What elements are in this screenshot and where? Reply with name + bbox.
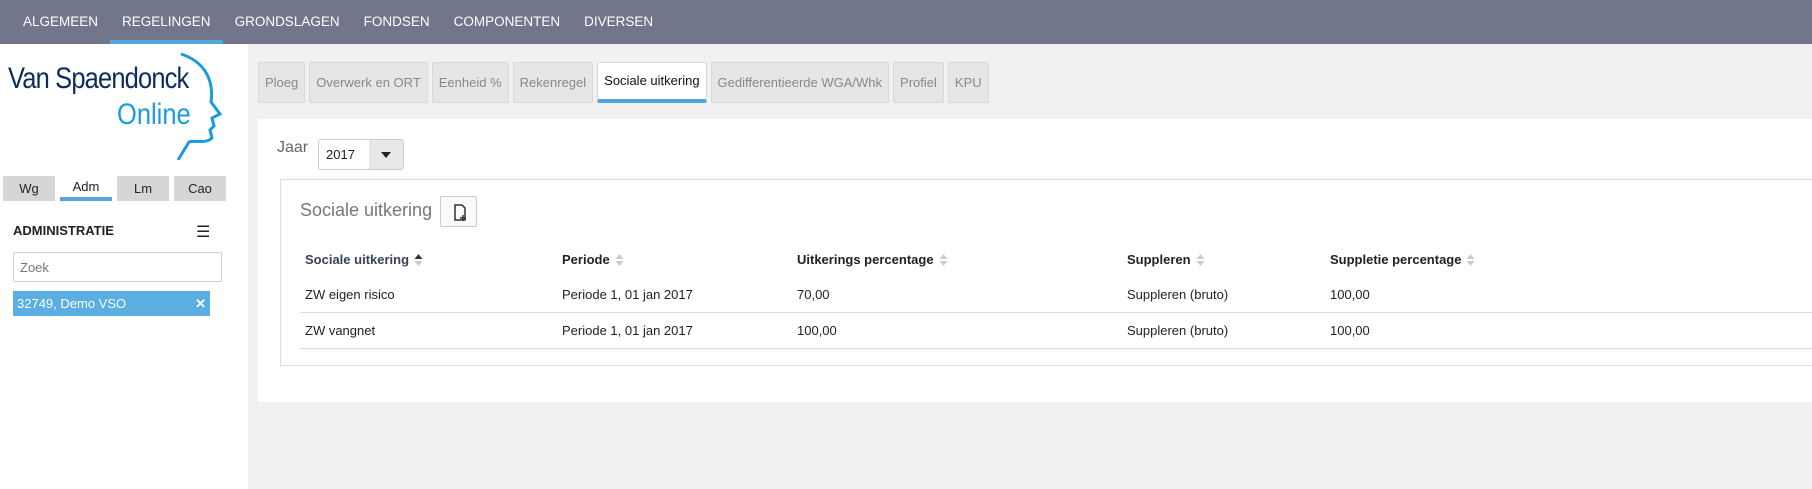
sidebar-tab-lm[interactable]: Lm bbox=[117, 176, 169, 201]
section-heading: Sociale uitkering bbox=[300, 200, 433, 220]
tab-rekenregel[interactable]: Rekenregel bbox=[512, 62, 594, 103]
sort-icon[interactable] bbox=[615, 253, 624, 267]
column-header[interactable]: Sociale uitkering bbox=[305, 243, 423, 277]
logo: Van Spaendonck Online bbox=[6, 52, 226, 160]
add-document-button[interactable] bbox=[440, 196, 477, 227]
section-title: ADMINISTRATIE bbox=[13, 223, 114, 238]
sort-icon[interactable] bbox=[1196, 253, 1205, 267]
data-table: Sociale uitkering Periode Uitkerings perce… bbox=[300, 243, 1812, 349]
column-header[interactable]: Uitkerings percentage bbox=[797, 243, 948, 277]
year-select[interactable]: 2017 bbox=[318, 139, 404, 170]
content-panel: Jaar 2017 Sociale uitkering Sociale uitk… bbox=[258, 119, 1812, 402]
sort-icon[interactable] bbox=[1466, 253, 1475, 267]
table-cell: 100,00 bbox=[797, 323, 837, 338]
sociale-uitkering-section: Sociale uitkering Sociale uitkering Perio… bbox=[280, 179, 1812, 366]
topnav-componenten[interactable]: COMPONENTEN bbox=[453, 14, 561, 29]
tab-kpu[interactable]: KPU bbox=[947, 62, 989, 103]
new-document-icon bbox=[454, 204, 466, 221]
sort-icon[interactable] bbox=[939, 253, 948, 267]
topnav-grondslagen[interactable]: GRONDSLAGEN bbox=[234, 14, 340, 29]
tab-eenheid[interactable]: Eenheid % bbox=[431, 62, 509, 103]
table-cell: ZW vangnet bbox=[305, 323, 376, 338]
table-row[interactable]: ZW eigen risico Periode 1, 01 jan 2017 70,… bbox=[300, 277, 1812, 313]
top-navigation: ALGEMEEN REGELINGEN GRONDSLAGEN FONDSEN … bbox=[0, 0, 1812, 44]
table-cell: 70,00 bbox=[797, 287, 830, 302]
topnav-regelingen[interactable]: REGELINGEN bbox=[110, 0, 223, 44]
table-cell: Suppleren (bruto) bbox=[1127, 323, 1229, 338]
sort-icon[interactable] bbox=[414, 253, 423, 267]
search-input[interactable] bbox=[13, 252, 222, 282]
sidebar-tab-adm[interactable]: Adm bbox=[60, 176, 112, 201]
topnav-fondsen[interactable]: FONDSEN bbox=[363, 14, 430, 29]
tab-sociale-uitkering[interactable]: Sociale uitkering bbox=[597, 62, 707, 103]
tab-bar: Ploeg Overwerk en ORT Eenheid % Rekenreg… bbox=[258, 62, 989, 103]
column-header[interactable]: Periode bbox=[562, 243, 624, 277]
column-header[interactable]: Suppletie percentage bbox=[1330, 243, 1475, 277]
table-row[interactable]: ZW vangnet Periode 1, 01 jan 2017 100,00 Su… bbox=[300, 313, 1812, 349]
tab-ploeg[interactable]: Ploeg bbox=[258, 62, 306, 103]
list-icon[interactable]: ☰ bbox=[196, 224, 211, 241]
caret-down-icon[interactable] bbox=[369, 140, 403, 169]
topnav-algemeen[interactable]: ALGEMEEN bbox=[23, 14, 99, 29]
column-header[interactable]: Suppleren bbox=[1127, 243, 1205, 277]
table-cell: Periode 1, 01 jan 2017 bbox=[562, 287, 693, 302]
sidebar-tab-wg[interactable]: Wg bbox=[3, 176, 55, 201]
head-profile-icon bbox=[176, 52, 223, 160]
close-icon[interactable]: ✕ bbox=[195, 296, 206, 311]
table-cell: ZW eigen risico bbox=[305, 287, 395, 302]
table-cell: 100,00 bbox=[1330, 323, 1370, 338]
tab-overwerk[interactable]: Overwerk en ORT bbox=[309, 62, 428, 103]
selected-administration[interactable]: 32749, Demo VSO ✕ bbox=[13, 291, 210, 316]
topnav-diversen[interactable]: DIVERSEN bbox=[584, 14, 654, 29]
sidebar: Van Spaendonck Online Wg Adm Lm Cao ADMI… bbox=[0, 44, 248, 489]
table-cell: Suppleren (bruto) bbox=[1127, 287, 1229, 302]
tab-gedifferentieerde[interactable]: Gedifferentieerde WGA/Whk bbox=[710, 62, 890, 103]
table-cell: Periode 1, 01 jan 2017 bbox=[562, 323, 693, 338]
table-header: Sociale uitkering Periode Uitkerings perce… bbox=[300, 243, 1812, 277]
tab-profiel[interactable]: Profiel bbox=[893, 62, 944, 103]
sidebar-tab-cao[interactable]: Cao bbox=[174, 176, 226, 201]
table-cell: 100,00 bbox=[1330, 287, 1370, 302]
year-label: Jaar bbox=[277, 139, 309, 156]
